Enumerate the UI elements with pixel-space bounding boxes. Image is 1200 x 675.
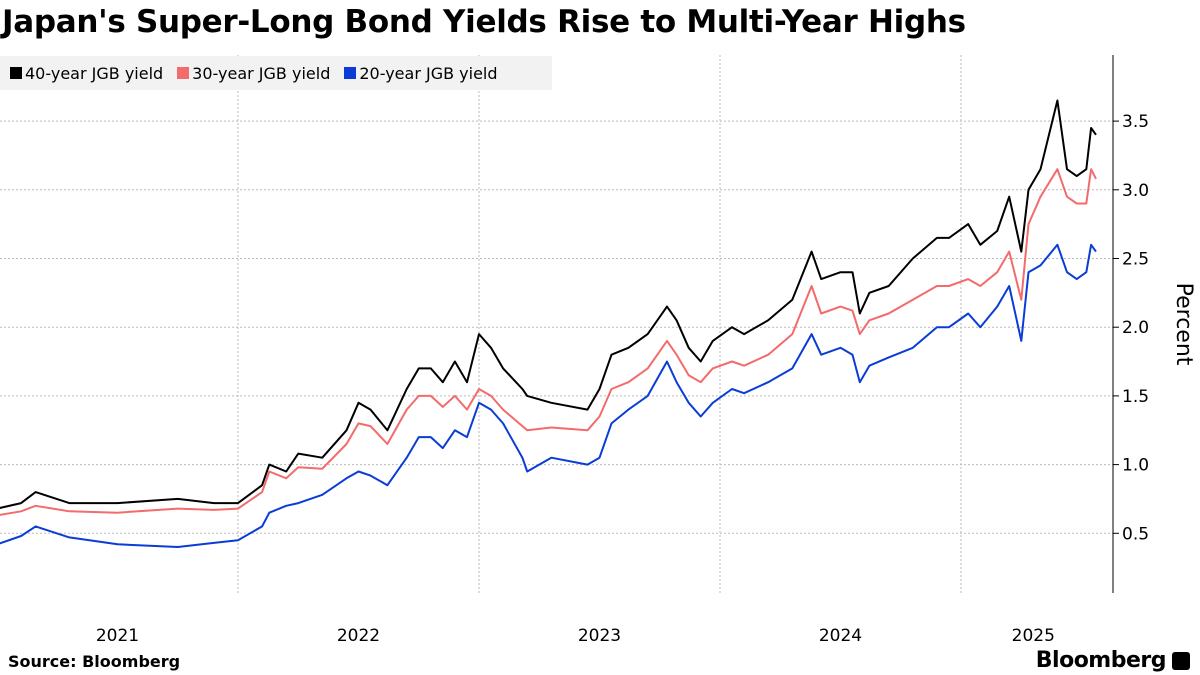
series-line-30y xyxy=(0,168,1097,516)
legend-label: 20-year JGB yield xyxy=(359,63,498,83)
y-tick-label: 1.0 xyxy=(1122,456,1149,476)
y-tick-label: 0.5 xyxy=(1122,524,1149,544)
chart-title: Japan's Super-Long Bond Yields Rise to M… xyxy=(2,4,966,40)
y-tick-label: 2.0 xyxy=(1122,318,1149,338)
series-line-40y xyxy=(0,99,1097,509)
y-tick-label: 3.5 xyxy=(1122,112,1149,132)
y-tick-label: 3.0 xyxy=(1122,181,1149,201)
legend-label: 30-year JGB yield xyxy=(192,63,331,83)
legend-swatch xyxy=(10,67,22,79)
y-axis-label: Percent xyxy=(1171,282,1196,366)
source-note: Source: Bloomberg xyxy=(8,652,181,671)
legend-swatch xyxy=(344,67,357,79)
bloomberg-logo: Bloomberg xyxy=(1035,648,1167,673)
bloomberg-chart-icon xyxy=(1172,652,1190,670)
x-tick-label: 2024 xyxy=(819,626,862,646)
x-tick-label: 2025 xyxy=(1012,626,1055,646)
series-line-20y xyxy=(0,243,1097,548)
legend: 40-year JGB yield 30-year JGB yield 20-y… xyxy=(0,56,552,90)
x-tick-label: 2023 xyxy=(578,626,621,646)
legend-item-30y: 30-year JGB yield xyxy=(177,64,330,83)
legend-item-20y: 20-year JGB yield xyxy=(344,63,498,83)
y-tick-label: 2.5 xyxy=(1122,250,1149,270)
legend-item-40y: 40-year JGB yield xyxy=(10,64,163,83)
legend-swatch xyxy=(177,67,190,79)
x-tick-label: 2021 xyxy=(96,626,139,646)
legend-label: 40-year JGB yield xyxy=(25,63,164,83)
x-tick-label: 2022 xyxy=(337,626,380,646)
y-tick-label: 1.5 xyxy=(1122,387,1149,407)
